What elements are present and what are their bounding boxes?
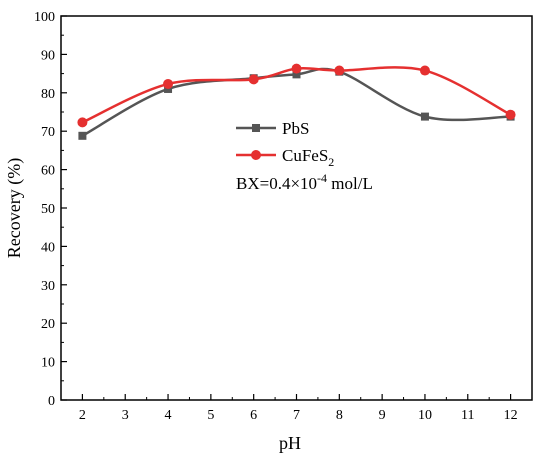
x-tick-label-12: 12: [504, 408, 518, 423]
ticks-group: 2 3 4 5 6 7 8 9 10 11 12 0 10 20 30 40 50 60 70 80 90 100: [34, 10, 518, 423]
y-tick-label-60: 60: [41, 164, 55, 179]
data-point-cufes2-7: [291, 63, 302, 74]
y-tick-label-100: 100: [34, 10, 55, 25]
data-point-cufes2-12: [505, 109, 516, 120]
dosage-annotation-suffix: mol/L: [327, 174, 373, 193]
x-axis-label: pH: [279, 433, 301, 453]
y-tick-label-30: 30: [41, 279, 55, 294]
x-tick-label-2: 2: [79, 408, 86, 423]
data-point-cufes2-8: [334, 65, 345, 76]
x-tick-label-8: 8: [336, 408, 343, 423]
x-tick-label-7: 7: [293, 408, 300, 423]
legend-label-cufes2-sub: 2: [328, 155, 334, 169]
y-tick-label-70: 70: [41, 125, 55, 140]
y-tick-label-50: 50: [41, 202, 55, 217]
dosage-annotation: BX=0.4×10-4 mol/L: [236, 171, 373, 193]
dosage-annotation-prefix: BX=0.4×10: [236, 174, 317, 193]
y-tick-label-10: 10: [41, 356, 55, 371]
data-point-pbs-10: [420, 112, 429, 121]
legend-label-pbs: PbS: [282, 119, 309, 138]
legend-label-cufes2: CuFeS2: [282, 146, 334, 169]
x-tick-label-11: 11: [461, 408, 474, 423]
data-point-cufes2-2: [77, 117, 88, 128]
y-tick-label-80: 80: [41, 87, 55, 102]
y-axis-label: Recovery (%): [4, 158, 25, 258]
x-tick-label-6: 6: [250, 408, 257, 423]
series-group: [77, 63, 516, 140]
x-tick-label-3: 3: [122, 408, 129, 423]
x-tick-label-5: 5: [207, 408, 214, 423]
y-tick-label-40: 40: [41, 240, 55, 255]
data-point-pbs-2: [78, 131, 87, 140]
legend-swatch-pbs-marker: [252, 124, 260, 132]
data-point-cufes2-10: [419, 65, 430, 76]
y-tick-label-0: 0: [48, 394, 55, 409]
x-tick-label-10: 10: [418, 408, 432, 423]
dosage-annotation-superscript: -4: [317, 171, 327, 185]
legend-swatch-cufes2-marker: [251, 150, 261, 160]
legend-label-cufes2-base: CuFeS: [282, 146, 328, 165]
legend: PbS CuFeS2 BX=0.4×10-4 mol/L: [236, 119, 373, 193]
data-point-cufes2-6: [248, 74, 259, 85]
x-tick-label-9: 9: [379, 408, 386, 423]
y-tick-label-20: 20: [41, 317, 55, 332]
data-point-pbs-7: [292, 70, 301, 79]
x-tick-label-4: 4: [165, 408, 172, 423]
y-tick-label-90: 90: [41, 48, 55, 63]
data-point-cufes2-4: [163, 78, 174, 89]
